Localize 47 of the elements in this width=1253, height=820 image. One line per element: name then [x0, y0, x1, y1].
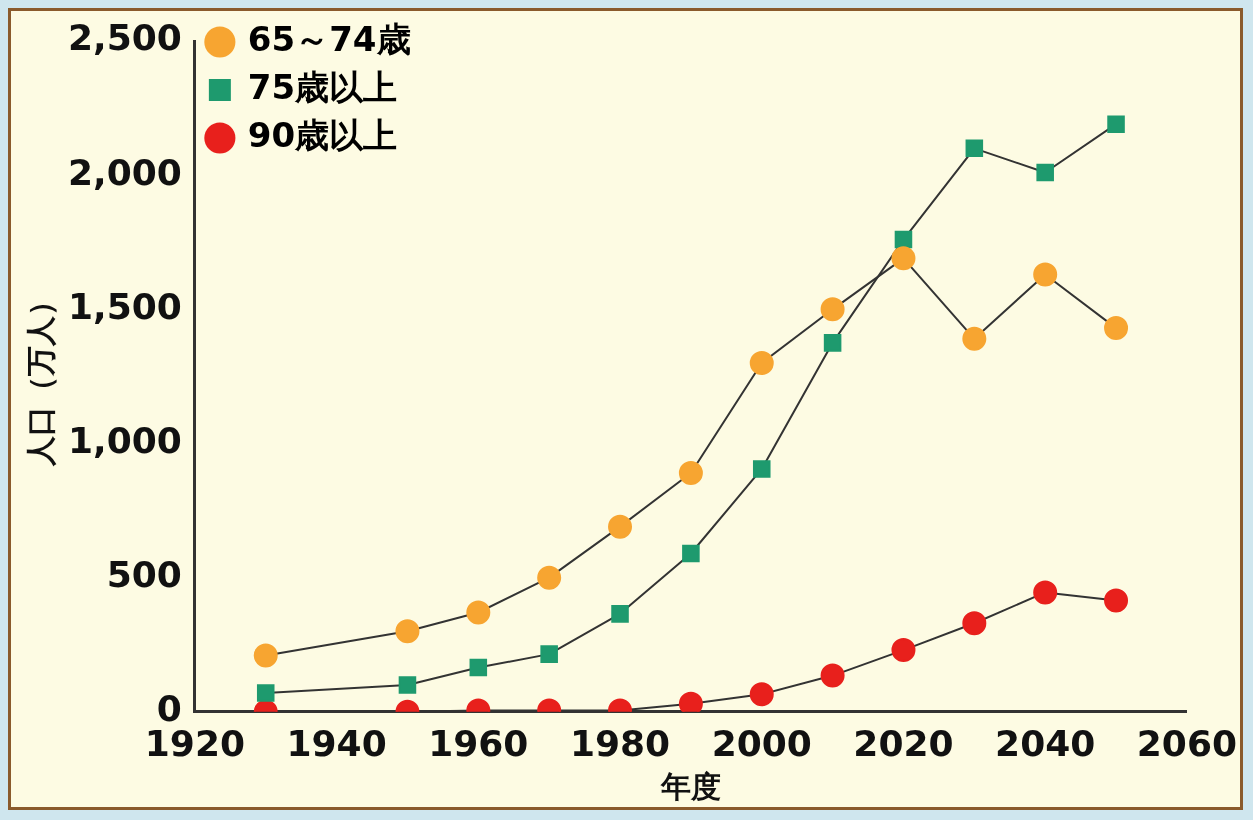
x-tick-label: 1980: [569, 722, 671, 764]
point: [749, 350, 774, 375]
point: [1036, 163, 1054, 182]
y-axis-title: 人口（万人）: [22, 286, 58, 468]
x-axis-title: 年度: [659, 768, 721, 804]
point: [965, 139, 984, 158]
legend-label: 65～74歳: [247, 18, 411, 59]
y-tick-label: 2,000: [68, 151, 182, 193]
point: [962, 611, 987, 636]
point: [820, 297, 845, 322]
point: [608, 514, 633, 539]
x-tick-label: 2020: [853, 722, 954, 764]
point: [820, 663, 845, 688]
point: [891, 638, 916, 663]
point: [1107, 115, 1125, 133]
point: [1104, 316, 1129, 341]
y-tick-label: 1,000: [68, 419, 182, 461]
point: [894, 230, 913, 249]
point: [466, 600, 491, 625]
point: [678, 461, 703, 485]
point: [1104, 588, 1129, 613]
point: [823, 334, 842, 352]
legend-label: 75歳以上: [247, 66, 398, 107]
point: [962, 326, 987, 351]
x-tick-label: 2000: [711, 722, 812, 764]
point: [398, 676, 417, 694]
x-tick-label: 1960: [428, 722, 529, 764]
point: [256, 684, 275, 702]
x-tick-label: 2060: [1136, 722, 1237, 764]
point: [540, 645, 558, 663]
point: [537, 565, 562, 590]
point: [395, 619, 420, 644]
y-tick-label: 500: [106, 554, 182, 595]
x-tick-label: 1940: [286, 722, 387, 764]
y-tick-label: 2,500: [68, 17, 182, 59]
point: [1033, 262, 1058, 287]
point: [891, 246, 916, 271]
point: [253, 643, 278, 668]
point: [752, 460, 771, 478]
y-tick-label: 1,500: [68, 285, 182, 327]
legend-label: 90歳以上: [247, 114, 398, 155]
point: [469, 658, 488, 677]
point: [682, 544, 700, 563]
point: [749, 682, 774, 707]
point: [1033, 580, 1058, 605]
x-tick-label: 2040: [995, 722, 1096, 764]
point: [611, 605, 629, 623]
